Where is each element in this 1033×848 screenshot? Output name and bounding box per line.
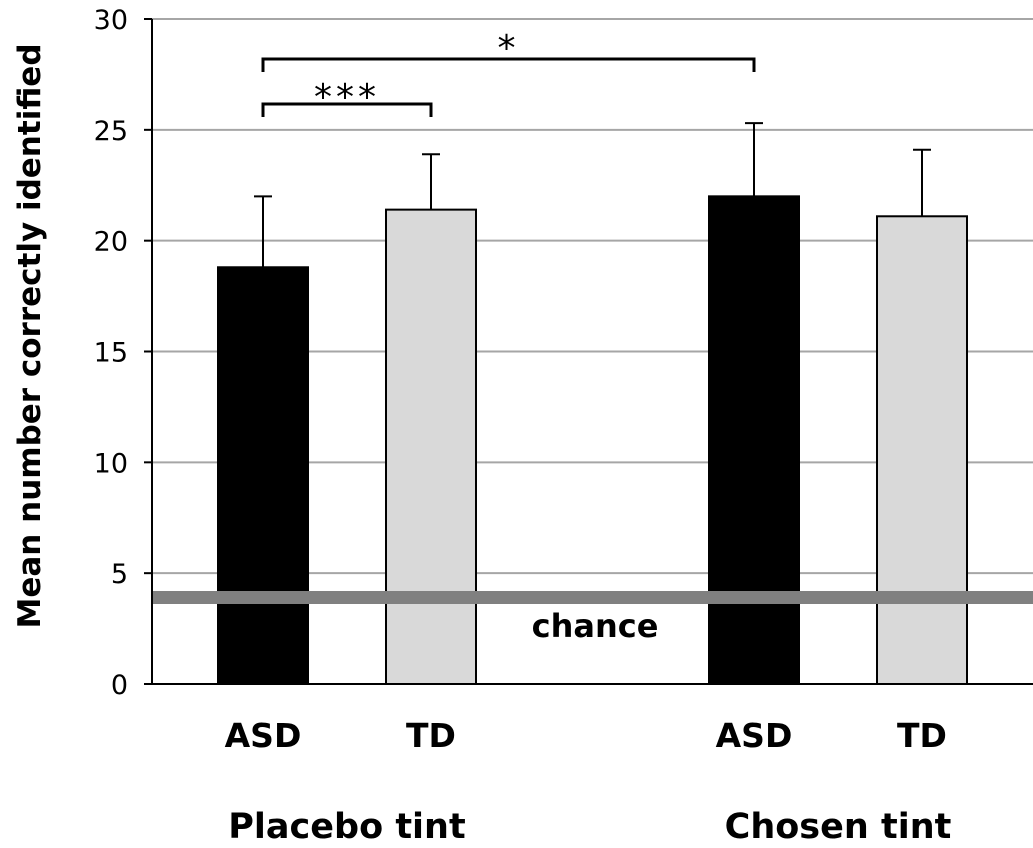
chance-label: chance (532, 607, 659, 645)
axes (144, 18, 1033, 685)
y-tick-label: 20 (94, 227, 128, 258)
significance-bracket (261, 57, 756, 72)
y-tick-label: 5 (111, 559, 128, 590)
significance-bracket (261, 102, 433, 117)
x-category-labels: ASD TD Placebo tint ASD TD Chosen tint (225, 716, 952, 847)
x-group-label: Chosen tint (725, 807, 952, 847)
bar-td-chosen (876, 215, 968, 686)
significance-brackets: **** (261, 28, 756, 118)
y-tick-label: 0 (111, 670, 128, 701)
x-group-label: Placebo tint (228, 807, 465, 847)
y-tick-label: 25 (94, 116, 128, 147)
x-category-label: TD (406, 716, 456, 755)
chance-line: chance (152, 591, 1033, 645)
bar-asd-placebo (217, 266, 309, 685)
bar-td-placebo (385, 208, 477, 685)
x-category-label: ASD (225, 716, 302, 755)
y-tick-label: 15 (94, 338, 128, 369)
x-category-label: TD (897, 716, 947, 755)
y-tick-label: 10 (94, 448, 128, 479)
y-tick-label: 30 (94, 5, 128, 36)
bar-asd-chosen (708, 195, 800, 685)
y-axis-label: Mean number correctly identified (12, 43, 48, 628)
significance-label: *** (314, 77, 380, 118)
x-category-label: ASD (716, 716, 793, 755)
significance-label: * (498, 28, 520, 69)
y-tick-labels: 0 5 10 15 20 25 30 (94, 5, 128, 701)
